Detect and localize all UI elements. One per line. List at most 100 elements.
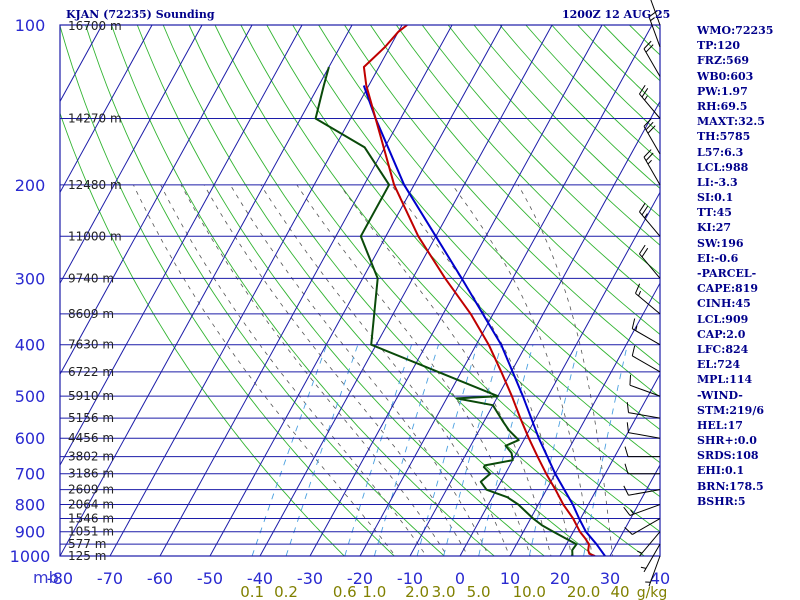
isotherm-line <box>0 25 2 556</box>
moist-adiabat-line <box>203 184 469 556</box>
index-item: BRN:178.5 <box>697 479 764 493</box>
dry-adiabat-line <box>60 111 345 556</box>
dry-adiabat-line <box>344 25 660 367</box>
wind-barb <box>650 0 661 26</box>
mixing-ratio-line <box>528 344 580 556</box>
wind-barb <box>631 318 661 346</box>
dry-adiabat-line <box>266 25 660 464</box>
height-label: 5156 m <box>68 411 114 425</box>
temperature-tick-label: -20 <box>347 569 373 588</box>
wind-barb <box>624 518 661 535</box>
dry-adiabat-line <box>240 25 660 498</box>
index-item: EL:724 <box>697 358 741 372</box>
index-item: TP:120 <box>697 39 741 53</box>
index-item: SHR+:0.0 <box>697 434 757 448</box>
pressure-tick-label: 700 <box>15 465 46 484</box>
temperature-tick-label: 20 <box>550 569 570 588</box>
dry-adiabat-line <box>785 25 800 567</box>
index-item: HEL:17 <box>697 418 743 432</box>
index-item: MPL:114 <box>697 373 753 387</box>
dry-adiabat-line <box>162 25 596 556</box>
index-item: LCL:909 <box>697 312 749 326</box>
moist-adiabat-line <box>296 184 531 556</box>
height-label: 6722 m <box>68 365 114 379</box>
pressure-tick-label: 200 <box>15 176 46 195</box>
index-item: SI:0.1 <box>697 191 734 205</box>
height-label: 1546 m <box>68 512 114 526</box>
pressure-tick-label: 300 <box>15 269 46 288</box>
isotherm-line <box>409 100 660 556</box>
isotherm-line <box>259 25 553 556</box>
height-label: 2064 m <box>68 498 114 512</box>
temperature-tick-label: 40 <box>650 569 670 588</box>
isotherm-line <box>559 373 660 556</box>
mixing-ratio-line <box>285 344 359 556</box>
pressure-tick-label: 900 <box>15 523 46 542</box>
mixing-ratio-line <box>583 344 628 556</box>
dewpoint-profile <box>314 66 578 556</box>
height-label: 12480 m <box>68 178 122 192</box>
height-label: 3802 m <box>68 450 114 464</box>
height-label: 125 m <box>68 549 106 563</box>
pressure-tick-label: 100 <box>15 16 46 35</box>
index-item: LCL:988 <box>697 160 749 174</box>
height-label: 7630 m <box>68 338 114 352</box>
index-item: RH:69.5 <box>697 99 748 113</box>
plot-border <box>59 24 661 557</box>
isotherm-line <box>609 464 660 556</box>
mixing-ratio-label: 0.2 <box>274 583 298 600</box>
isotherm-line <box>60 25 153 194</box>
wind-barb <box>626 402 661 419</box>
mixing-ratio-label: 5.0 <box>467 583 491 600</box>
pressure-tick-label: 400 <box>15 336 46 355</box>
isotherm-line <box>60 25 353 556</box>
mixing-ratio-line <box>443 344 502 556</box>
index-item: LI:-3.3 <box>697 175 738 189</box>
wind-barb <box>623 504 661 516</box>
pressure-tick-label: 800 <box>15 496 46 515</box>
height-label: 9740 m <box>68 271 114 285</box>
sounding-indices-list: WMO:72235 TP:120 FRZ:569 WB0:603 PW:1.97 RH:6… <box>697 23 773 509</box>
dry-adiabat-line <box>370 25 660 336</box>
wind-barb <box>623 485 661 496</box>
temperature-tick-label: -50 <box>197 569 223 588</box>
wind-barb <box>639 244 661 279</box>
wind-barb <box>639 84 661 119</box>
index-item: FRZ:569 <box>697 54 750 68</box>
mixing-ratio-label: 2.0 <box>405 583 429 600</box>
index-item: KI:27 <box>697 221 732 235</box>
temperature-tick-label: -70 <box>97 569 123 588</box>
index-item: -PARCEL- <box>697 267 757 280</box>
temperature-tick-label: -40 <box>247 569 273 588</box>
dry-adiabat-line <box>318 25 660 398</box>
mixing-ratio-label: 10.0 <box>513 583 546 600</box>
wind-barb <box>624 446 660 458</box>
isotherm-line <box>60 25 253 376</box>
isotherm-line <box>159 25 453 556</box>
height-label: 8609 m <box>68 307 114 321</box>
moist-adiabat-line <box>229 184 490 556</box>
dry-adiabat-line <box>60 25 395 556</box>
index-item: CAP:2.0 <box>697 327 746 341</box>
isotherm-line <box>359 25 653 556</box>
index-item: EI:-0.6 <box>697 251 739 265</box>
wind-barb <box>631 345 661 373</box>
mixing-ratio-label: 0.1 <box>240 583 264 600</box>
index-item: PW:1.97 <box>697 84 748 98</box>
moist-adiabat-line <box>160 184 427 556</box>
mixing-ratio-line <box>251 344 328 556</box>
wind-barb <box>637 531 661 557</box>
isotherm-line <box>109 25 403 556</box>
dry-adiabat-line <box>292 25 660 431</box>
index-item: TH:5785 <box>697 130 751 144</box>
wind-barb <box>643 118 661 155</box>
dry-adiabat-line <box>111 25 495 556</box>
index-item: STM:219/6 <box>697 403 764 417</box>
time-title: 1200Z 12 AUG 25 <box>562 8 671 21</box>
index-item: WMO:72235 <box>697 24 774 37</box>
temperature-tick-label: -10 <box>397 569 423 588</box>
dry-adiabat-line <box>421 25 660 275</box>
dry-adiabat-line <box>136 25 546 556</box>
moist-adiabat-line <box>133 184 396 556</box>
pressure-tick-label: 500 <box>15 387 46 406</box>
